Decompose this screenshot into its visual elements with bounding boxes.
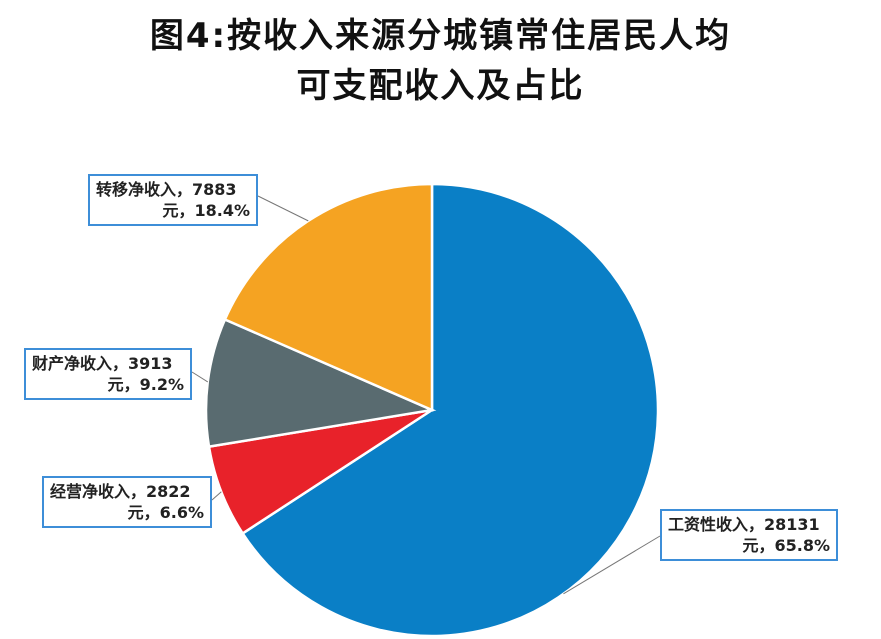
- label-business-line2: 元，6.6%: [127, 503, 204, 522]
- label-wage-income: 工资性收入，28131 元，65.8%: [660, 509, 838, 561]
- chart-title-line2: 可支配收入及占比: [296, 66, 585, 106]
- leader-line: [211, 491, 222, 501]
- slice-property-income: [204, 317, 437, 449]
- label-business-line1: 经营净收入，2822: [50, 482, 191, 501]
- leader-line: [191, 371, 209, 383]
- label-business-income: 经营净收入，2822 元，6.6%: [42, 476, 212, 528]
- label-transfer-line1: 转移净收入，7883: [96, 180, 237, 199]
- label-wage-line1: 工资性收入，28131: [668, 515, 820, 534]
- leader-line: [563, 535, 661, 595]
- label-transfer-income: 转移净收入，7883 元，18.4%: [88, 174, 258, 226]
- slice-wage-income: [240, 182, 660, 638]
- chart-title-line1: 图4:按收入来源分城镇常住居民人均: [149, 16, 732, 56]
- slice-transfer-income: [223, 182, 434, 412]
- label-property-income: 财产净收入，3913 元，9.2%: [24, 348, 192, 400]
- label-property-line1: 财产净收入，3913: [32, 354, 173, 373]
- label-wage-line2: 元，65.8%: [742, 536, 830, 555]
- label-transfer-line2: 元，18.4%: [162, 201, 250, 220]
- label-property-line2: 元，9.2%: [107, 375, 184, 394]
- leader-line: [257, 195, 309, 222]
